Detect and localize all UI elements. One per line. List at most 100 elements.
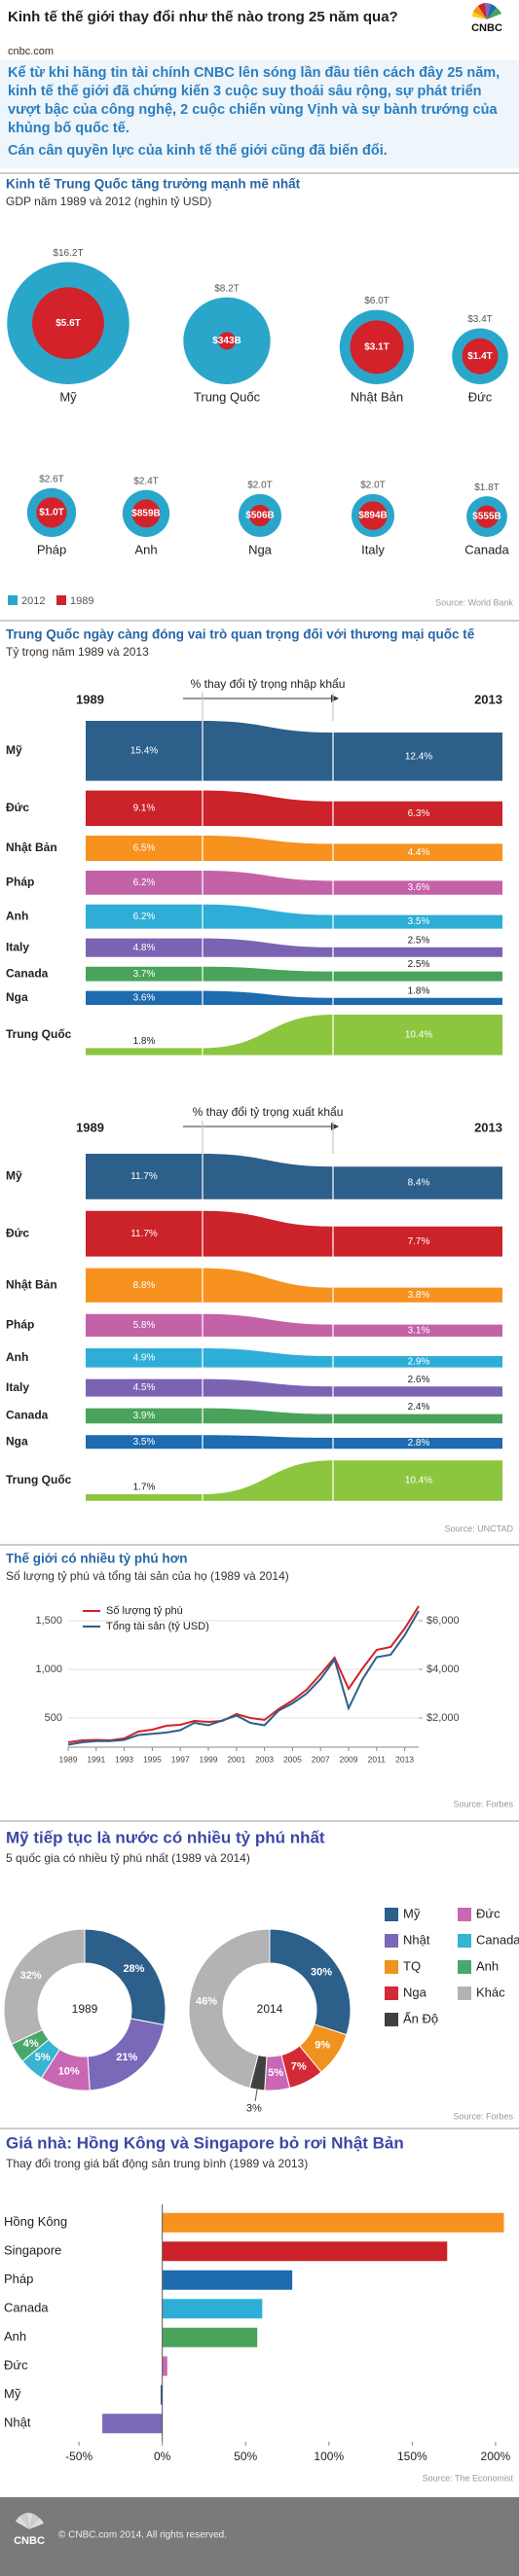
value-label: $1.4T [467,351,493,362]
bar [102,2414,163,2434]
slice-label: 3% [246,2103,262,2115]
bubble [248,504,272,527]
flow-band [86,836,502,861]
value-label: $2.0T [360,481,386,491]
value-label: 1.7% [133,1483,156,1493]
category-label: Canada [464,542,509,556]
x-tick-label: 2011 [368,1754,387,1764]
category-label: Đức [6,1226,29,1239]
value-label: $8.2T [214,283,240,294]
logo [472,2,501,19]
donut-slice [84,1928,167,2026]
section-subtitle: Tỷ trọng năm 1989 và 2013 [6,645,149,659]
x-tick-label: 2009 [340,1754,358,1764]
value-label: 4.9% [133,1352,156,1363]
legend-label: Khác [476,1985,505,1999]
value-label: 2.5% [408,959,430,970]
flow-band [86,1408,502,1424]
slice-label: 21% [116,2052,137,2063]
value-label: $2.0T [247,481,273,491]
x-tick-label: 1989 [59,1754,78,1764]
flow-band [86,1015,502,1055]
line [67,1610,420,1746]
flow-band [86,1378,502,1397]
value-label: $555B [472,512,500,522]
x-tick-label: 2001 [227,1754,245,1764]
legend-label: 1989 [70,595,93,607]
value-label: 5.8% [133,1320,156,1331]
legend-label: Số lượng tỷ phú [106,1605,183,1617]
flow-band [86,790,502,826]
bar [162,2356,167,2377]
arrow-head [331,695,339,702]
legend-swatch [385,1908,398,1921]
legend-label: TQ [403,1958,421,1973]
value-label: 6.5% [133,843,156,854]
y-tick-label: 500 [45,1712,62,1724]
copyright: © CNBC.com 2014. All rights reserved. [58,2530,227,2541]
donut-slice [269,1928,352,2036]
site-link[interactable]: cnbc.com [8,46,54,57]
donut-slice [188,1928,271,2089]
x-tick-label: 2007 [312,1754,330,1764]
value-label: 3.5% [133,1437,156,1448]
legend-label: Đức [476,1906,500,1920]
flow-band [86,721,502,781]
legend-swatch [458,1960,471,1974]
flow-band [86,1313,502,1337]
intro-text: Kể từ khi hãng tin tài chính CNBC lên só… [8,65,500,136]
category-label: Đức [4,2358,28,2373]
donut-center-label: 1989 [72,2002,98,2016]
category-label: Singapore [4,2243,61,2258]
category-label: Italy [6,1380,29,1394]
legend-label: Nhật [403,1932,430,1947]
category-label: Italy [6,940,29,953]
legend-swatch [8,595,18,605]
axis-title: % thay đổi tỷ trọng nhập khẩu [191,677,346,691]
category-label: Nhật [4,2415,31,2430]
bubble [462,338,499,375]
slice-label: 5% [268,2067,283,2079]
value-label: 6.2% [133,877,156,888]
x-tick-label: 2003 [255,1754,274,1764]
value-label: 2.5% [408,935,430,946]
legend-swatch [385,2013,398,2026]
axis-title: % thay đổi tỷ trọng xuất khẩu [193,1105,344,1119]
value-label: 6.2% [133,912,156,922]
bar [162,2212,504,2233]
x-tick-label: 1999 [200,1754,218,1764]
value-label: $859B [131,508,160,519]
line [67,1605,420,1743]
category-label: Anh [6,909,28,922]
x-tick-label: 2013 [395,1754,414,1764]
value-label: $2.6T [39,474,64,484]
category-label: Trung Quốc [6,1027,72,1041]
category-label: Mỹ [6,743,22,757]
bubble [217,332,237,350]
arrow-head [331,1123,339,1130]
slice-label: 4% [23,2038,39,2050]
category-label: Nga [6,1434,28,1448]
x-tick-label: 0% [154,2450,171,2463]
value-label: 4.8% [133,943,156,953]
legend-swatch [385,1934,398,1948]
section-title: Kinh tế Trung Quốc tăng trưởng mạnh mẽ n… [6,177,301,192]
x-tick-label: 1991 [87,1754,105,1764]
category-label: Pháp [6,876,34,889]
x-tick-label: 2005 [283,1754,302,1764]
category-label: Mỹ [59,389,77,404]
x-tick-label: 200% [481,2450,511,2463]
flow-band [86,1348,502,1368]
value-label: $16.2T [53,248,83,259]
bar [162,2327,258,2347]
category-label: Anh [6,1350,28,1364]
category-label: Mỹ [6,1169,22,1183]
value-label: $1.0T [39,507,64,518]
section-subtitle: Thay đổi trong giá bất động sản trung bì… [6,2157,308,2170]
legend-label: Ấn Độ [403,2011,438,2025]
value-label: 1.8% [408,985,430,996]
value-label: $3.4T [467,314,493,325]
source: Source: World Bank [435,597,513,607]
footer-logo-text: CNBC [14,2535,45,2547]
